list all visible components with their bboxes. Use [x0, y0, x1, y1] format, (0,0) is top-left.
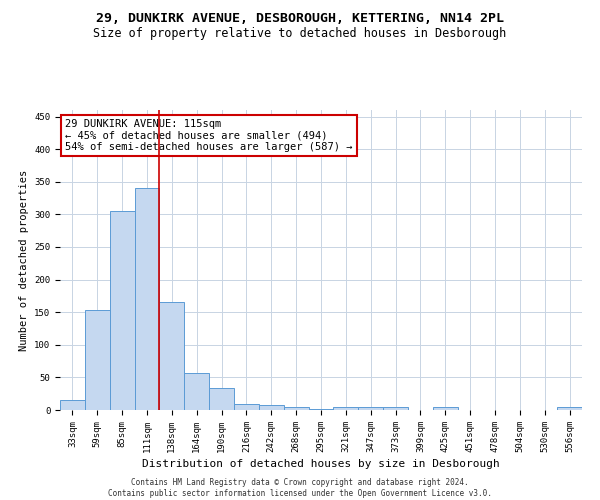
Bar: [209, 388, 234, 410]
Text: 29 DUNKIRK AVENUE: 115sqm
← 45% of detached houses are smaller (494)
54% of semi: 29 DUNKIRK AVENUE: 115sqm ← 45% of detac…: [65, 119, 353, 152]
Text: Contains HM Land Registry data © Crown copyright and database right 2024.
Contai: Contains HM Land Registry data © Crown c…: [108, 478, 492, 498]
Bar: [557, 408, 582, 410]
X-axis label: Distribution of detached houses by size in Desborough: Distribution of detached houses by size …: [142, 459, 500, 469]
Bar: [110, 211, 134, 410]
Bar: [85, 310, 110, 410]
Bar: [308, 408, 334, 410]
Bar: [60, 400, 85, 410]
Bar: [383, 408, 408, 410]
Bar: [184, 373, 209, 410]
Bar: [284, 406, 308, 410]
Bar: [134, 188, 160, 410]
Bar: [234, 404, 259, 410]
Bar: [433, 408, 458, 410]
Text: 29, DUNKIRK AVENUE, DESBOROUGH, KETTERING, NN14 2PL: 29, DUNKIRK AVENUE, DESBOROUGH, KETTERIN…: [96, 12, 504, 26]
Y-axis label: Number of detached properties: Number of detached properties: [19, 170, 29, 350]
Bar: [334, 406, 358, 410]
Text: Size of property relative to detached houses in Desborough: Size of property relative to detached ho…: [94, 28, 506, 40]
Bar: [259, 405, 284, 410]
Bar: [160, 302, 184, 410]
Bar: [358, 408, 383, 410]
